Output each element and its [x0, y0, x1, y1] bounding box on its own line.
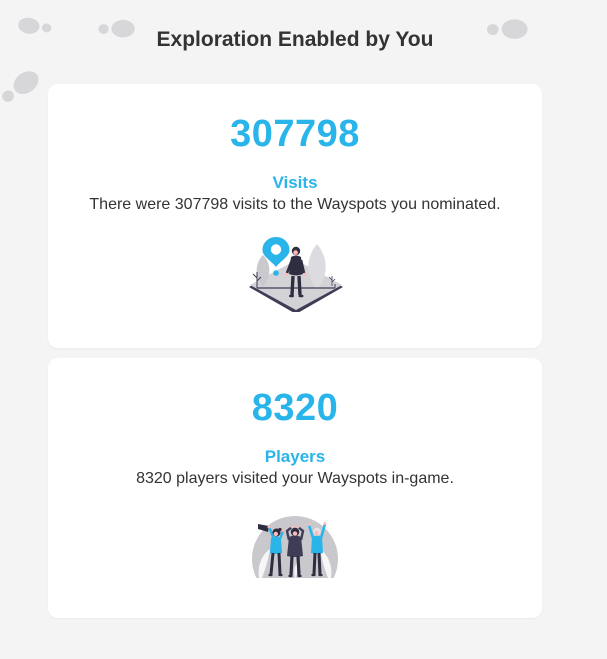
wayspot-pin-explorer-illustration	[48, 236, 542, 314]
players-label: Players	[264, 447, 326, 466]
players-card: 8320 Players 8320 players visited your W…	[48, 358, 542, 618]
footprint-icon	[13, 11, 54, 40]
visits-card: 307798 Visits There were 307798 visits t…	[48, 84, 542, 348]
footprint-icon	[0, 60, 50, 112]
visits-label: Visits	[272, 173, 318, 192]
celebrating-players-illustration	[48, 514, 542, 602]
map-pin-walker-icon	[249, 237, 343, 314]
footprint-icon	[97, 16, 140, 42]
players-description: 8320 players visited your Wayspots in-ga…	[136, 470, 454, 487]
page-title: Exploration Enabled by You	[156, 28, 434, 51]
players-count: 8320	[251, 387, 339, 429]
footprint-icon	[486, 15, 533, 44]
visits-description: There were 307798 visits to the Wayspots…	[89, 196, 501, 213]
celebrating-people-icon	[252, 516, 338, 602]
visits-count: 307798	[230, 113, 360, 155]
